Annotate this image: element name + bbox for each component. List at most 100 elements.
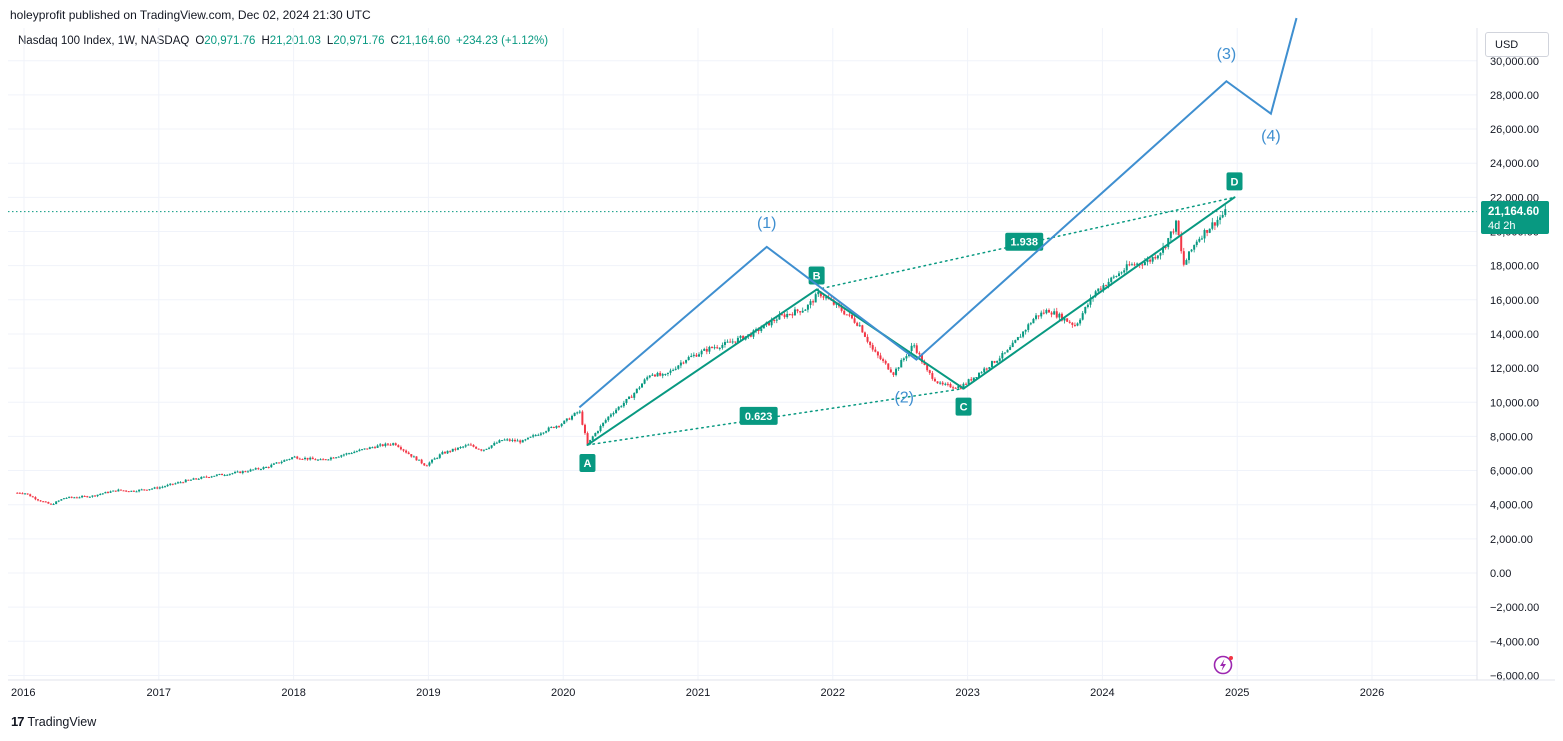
candle-body bbox=[314, 459, 317, 461]
candle-body bbox=[633, 392, 636, 398]
candle-body bbox=[291, 457, 294, 459]
candle-body bbox=[1040, 312, 1043, 317]
candle-body bbox=[739, 335, 742, 338]
candle-body bbox=[552, 426, 555, 428]
candle-body bbox=[187, 479, 190, 481]
candle-body bbox=[1003, 352, 1006, 354]
candle-body bbox=[998, 358, 1001, 361]
candle-body bbox=[643, 379, 646, 384]
candle-body bbox=[44, 501, 47, 503]
candle-body bbox=[933, 378, 936, 382]
candle-body bbox=[36, 499, 39, 501]
candle-body bbox=[770, 319, 773, 326]
candle-body bbox=[630, 396, 633, 398]
candle-body bbox=[780, 314, 783, 316]
candle-body bbox=[970, 379, 973, 381]
candle-body bbox=[558, 425, 561, 427]
candle-body bbox=[1193, 245, 1196, 250]
candle-body bbox=[1024, 329, 1027, 332]
currency-button[interactable]: USD bbox=[1485, 32, 1549, 57]
candle-body bbox=[832, 300, 835, 305]
lightning-icon[interactable] bbox=[1213, 655, 1234, 675]
candle-body bbox=[726, 341, 729, 343]
candle-body bbox=[550, 426, 553, 428]
candle-body bbox=[635, 388, 638, 393]
candle-body bbox=[52, 504, 55, 506]
candle-body bbox=[648, 375, 651, 378]
candle-body bbox=[677, 365, 680, 369]
candle-body bbox=[350, 453, 353, 455]
candle-body bbox=[980, 372, 983, 374]
candle-body bbox=[819, 291, 822, 297]
candle-body bbox=[1149, 259, 1152, 262]
candle-body bbox=[656, 372, 659, 377]
candle-body bbox=[47, 501, 50, 504]
candle-body bbox=[381, 444, 384, 447]
elliott-wave-label: (1) bbox=[757, 215, 777, 232]
price-tag-countdown: 4d 2h bbox=[1488, 220, 1516, 232]
candle-body bbox=[83, 495, 86, 497]
candle-body bbox=[573, 412, 576, 416]
candle-body bbox=[1219, 217, 1222, 220]
candle-body bbox=[560, 423, 563, 427]
candle-body bbox=[1154, 257, 1157, 259]
candle-body bbox=[1102, 285, 1105, 290]
candle-body bbox=[114, 490, 117, 492]
candle-body bbox=[176, 482, 179, 484]
open-label: O bbox=[195, 35, 205, 47]
candle-body bbox=[516, 440, 519, 442]
candle-body bbox=[1175, 220, 1178, 232]
candle-body bbox=[581, 411, 584, 425]
pattern-point-badge bbox=[579, 453, 596, 472]
candle-body bbox=[1162, 247, 1165, 253]
candle-body bbox=[599, 426, 602, 432]
candle-body bbox=[501, 440, 504, 442]
y-tick-label: 4,000.00 bbox=[1490, 500, 1533, 512]
y-tick-label: 18,000.00 bbox=[1490, 261, 1539, 273]
candle-body bbox=[24, 493, 27, 495]
candle-body bbox=[200, 476, 203, 479]
y-tick-label: 16,000.00 bbox=[1490, 295, 1539, 307]
candle-body bbox=[358, 449, 361, 452]
candle-body bbox=[674, 368, 677, 370]
candle-body bbox=[1120, 272, 1123, 274]
candle-body bbox=[1058, 313, 1061, 318]
candle-body bbox=[705, 348, 708, 352]
y-tick-label: −6,000.00 bbox=[1490, 670, 1539, 682]
price-tag-value: 21,164.60 bbox=[1488, 206, 1539, 218]
candle-body bbox=[990, 361, 993, 368]
candle-body bbox=[793, 309, 796, 316]
candle-body bbox=[488, 447, 491, 449]
candle-body bbox=[1084, 307, 1087, 314]
candle-body bbox=[537, 434, 540, 436]
candle-body bbox=[415, 456, 418, 461]
candle-body bbox=[402, 449, 405, 451]
candle-body bbox=[1211, 222, 1214, 229]
pattern-point-label: C bbox=[960, 402, 968, 414]
x-tick-label: 2026 bbox=[1360, 687, 1384, 699]
candle-body bbox=[169, 483, 172, 485]
candle-body bbox=[179, 482, 182, 484]
candle-body bbox=[433, 458, 436, 460]
candle-body bbox=[213, 475, 216, 477]
symbol-title[interactable]: Nasdaq 100 Index, 1W, NASDAQ bbox=[18, 35, 190, 47]
y-tick-label: 2,000.00 bbox=[1490, 534, 1533, 546]
candle-body bbox=[1123, 270, 1126, 273]
candle-body bbox=[736, 337, 739, 343]
candle-body bbox=[672, 369, 675, 371]
candle-body bbox=[1198, 238, 1201, 242]
candle-body bbox=[604, 420, 607, 423]
tradingview-footer[interactable]: 17 TradingView bbox=[11, 714, 96, 729]
candle-body bbox=[620, 406, 623, 408]
candle-body bbox=[602, 422, 605, 427]
y-tick-label: 30,000.00 bbox=[1490, 56, 1539, 68]
candle-body bbox=[109, 491, 112, 493]
candle-body bbox=[397, 445, 400, 448]
candle-body bbox=[1097, 288, 1100, 292]
tradingview-logo-icon: 17 bbox=[11, 714, 25, 729]
candle-body bbox=[946, 383, 949, 385]
candle-body bbox=[944, 383, 947, 385]
candle-body bbox=[394, 443, 397, 446]
candle-body bbox=[783, 314, 786, 318]
